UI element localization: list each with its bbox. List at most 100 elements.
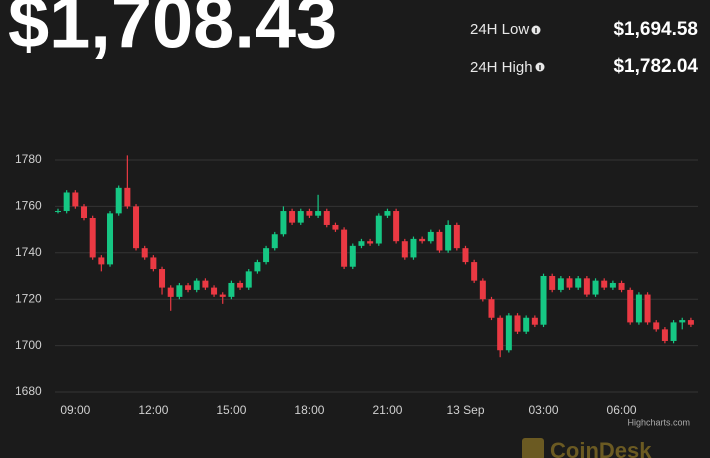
candle-body (436, 231, 443, 251)
candle-body (670, 322, 677, 341)
candle-body (644, 294, 651, 323)
candle-body (98, 257, 105, 265)
y-tick-label: 1780 (15, 152, 42, 166)
candle-body (358, 241, 365, 246)
candle-body (618, 282, 625, 290)
candle-body (115, 187, 122, 214)
candle-body (107, 213, 114, 265)
candle-body (635, 294, 642, 323)
candle-body (445, 224, 452, 251)
candle-body (55, 211, 61, 213)
candle-body (185, 285, 192, 290)
candle-body (193, 280, 200, 290)
high-label: 24H High (470, 59, 533, 76)
candle-body (488, 299, 495, 318)
candle-body (427, 231, 434, 242)
candle-body (63, 192, 70, 212)
credit: Highcharts.com (627, 417, 690, 427)
candle-body (271, 234, 278, 249)
x-tick-label: 15:00 (216, 403, 246, 417)
candle-body (254, 262, 261, 272)
candle-body (627, 289, 634, 323)
candle-body (280, 211, 287, 235)
candle-body (176, 285, 183, 297)
y-tick-label: 1720 (15, 291, 42, 305)
x-tick-label: 09:00 (60, 403, 90, 417)
logo: CoinDesk (550, 438, 652, 458)
candle-body (228, 282, 235, 297)
candle-body (540, 276, 547, 325)
candle-body (349, 245, 356, 267)
logo-icon (522, 438, 544, 458)
x-tick-label: 13 Sep (446, 403, 484, 417)
candle-body (263, 248, 270, 263)
candle-body (72, 192, 79, 207)
candle-body (566, 278, 573, 288)
candle-body (332, 224, 339, 230)
candle-body (514, 315, 521, 332)
candle-body (167, 287, 174, 297)
candle-body (583, 278, 590, 295)
candle-body (211, 287, 218, 295)
candle-body (237, 282, 244, 288)
candle-body (505, 315, 512, 351)
candle-body (601, 280, 608, 288)
candle-body (661, 329, 668, 341)
x-tick-label: 06:00 (607, 403, 637, 417)
candle-body (410, 238, 417, 258)
candle-body (219, 294, 226, 297)
candle-body (401, 241, 408, 258)
y-tick-label: 1680 (15, 384, 42, 398)
x-tick-label: 12:00 (138, 403, 168, 417)
candle-body (289, 211, 296, 223)
candle-body (687, 320, 694, 325)
candle-body (523, 317, 530, 332)
candle-body (384, 211, 391, 216)
candle-body (462, 248, 469, 263)
candle-body (341, 229, 348, 267)
candle-body (81, 206, 88, 218)
candle-body (679, 320, 686, 323)
info-icon (531, 25, 541, 35)
candle-body (453, 224, 460, 249)
low-label: 24H Low (470, 21, 529, 38)
candle-body (575, 278, 582, 288)
candle-body (150, 257, 157, 270)
candle-body (557, 278, 564, 290)
candle-body (393, 211, 400, 242)
candle-body (297, 211, 304, 223)
candle-body (367, 241, 374, 244)
x-tick-label: 21:00 (372, 403, 402, 417)
x-tick-label: 18:00 (294, 403, 324, 417)
candle-body (245, 271, 252, 288)
candle-body (471, 262, 478, 281)
y-tick-label: 1740 (15, 245, 42, 259)
candle-body (531, 317, 538, 325)
candle-body (653, 322, 660, 330)
y-tick-label: 1700 (15, 338, 42, 352)
low-value: $1,694.58 (613, 19, 698, 40)
candle-body (141, 248, 148, 258)
x-tick-label: 03:00 (529, 403, 559, 417)
candle-body (549, 276, 556, 290)
candle-body (497, 317, 504, 351)
candle-body (159, 269, 166, 288)
candle-body (592, 280, 599, 295)
candle-body (375, 215, 382, 244)
candle-body (133, 206, 140, 249)
candle-body (124, 187, 131, 207)
candle-body (202, 280, 209, 288)
candle-body (479, 280, 486, 300)
candle-body (609, 282, 616, 288)
high-value: $1,782.04 (613, 56, 698, 77)
candle-body (306, 211, 313, 216)
y-tick-label: 1760 (15, 199, 42, 213)
price: $1,708.43 (8, 0, 337, 64)
candle-body (419, 238, 426, 242)
candle-body (323, 211, 330, 225)
candle-body (315, 211, 322, 216)
info-icon (535, 62, 545, 72)
candle-body (89, 218, 96, 258)
